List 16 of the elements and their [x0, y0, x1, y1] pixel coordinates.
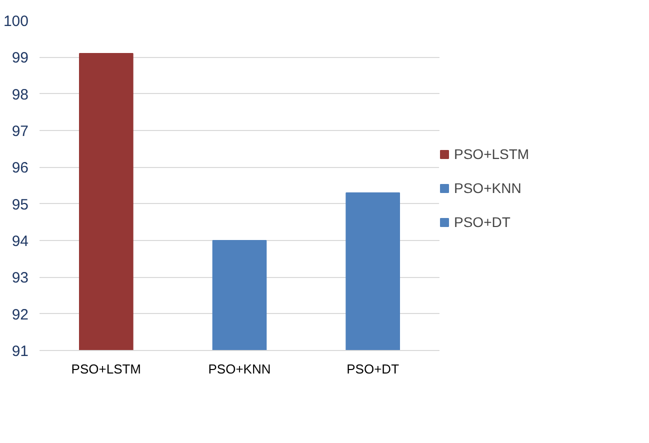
- y-tick-label: 100: [3, 13, 29, 30]
- legend-label: PSO+DT: [454, 214, 510, 230]
- y-tick-label: 91: [12, 343, 29, 360]
- y-tick-label: 93: [12, 270, 29, 287]
- y-tick-label: 97: [12, 123, 29, 140]
- legend-label: PSO+KNN: [454, 180, 522, 196]
- y-tick-label: 99: [12, 50, 29, 67]
- y-tick-label: 98: [12, 86, 29, 104]
- x-tick-label: PSO+KNN: [208, 362, 271, 376]
- y-tick-label: 92: [12, 306, 29, 324]
- x-tick-label: PSO+DT: [346, 362, 400, 376]
- y-tick-label: 96: [12, 160, 29, 177]
- y-tick-label: 94: [12, 233, 29, 250]
- x-tick-label: PSO+LSTM: [71, 362, 142, 376]
- y-tick-label: 95: [12, 196, 29, 214]
- legend-label: PSO+LSTM: [454, 146, 530, 162]
